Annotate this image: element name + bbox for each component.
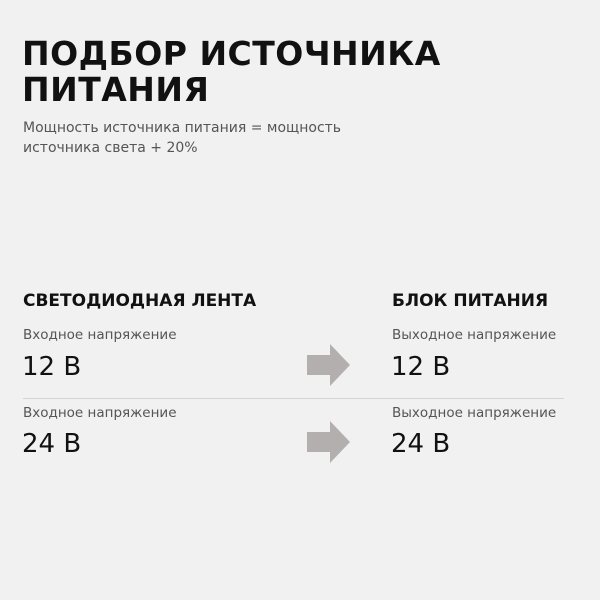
row-divider: [23, 398, 564, 399]
row-1-right-value: 12 В: [391, 352, 451, 382]
subtitle-line-1: Мощность источника питания = мощность: [23, 120, 342, 136]
row-1-right-label: Выходное напряжение: [392, 327, 557, 343]
arrow-right-icon: [307, 421, 350, 463]
subtitle-line-2: источника света + 20%: [23, 140, 198, 156]
title-line-2: ПИТАНИЯ: [22, 70, 210, 109]
page-title: ПОДБОР ИСТОЧНИКА ПИТАНИЯ: [22, 36, 441, 108]
led-strip-header: СВЕТОДИОДНАЯ ЛЕНТА: [23, 291, 257, 311]
row-2-right-value: 24 В: [391, 429, 451, 459]
row-2-left-value: 24 В: [22, 429, 82, 459]
power-supply-header: БЛОК ПИТАНИЯ: [392, 291, 549, 311]
subtitle: Мощность источника питания = мощность ис…: [23, 118, 341, 158]
arrow-right-icon: [307, 344, 350, 386]
title-line-1: ПОДБОР ИСТОЧНИКА: [22, 34, 441, 73]
row-1-left-value: 12 В: [22, 352, 82, 382]
row-1-left-label: Входное напряжение: [23, 327, 177, 343]
row-2-left-label: Входное напряжение: [23, 405, 177, 421]
row-2-right-label: Выходное напряжение: [392, 405, 557, 421]
